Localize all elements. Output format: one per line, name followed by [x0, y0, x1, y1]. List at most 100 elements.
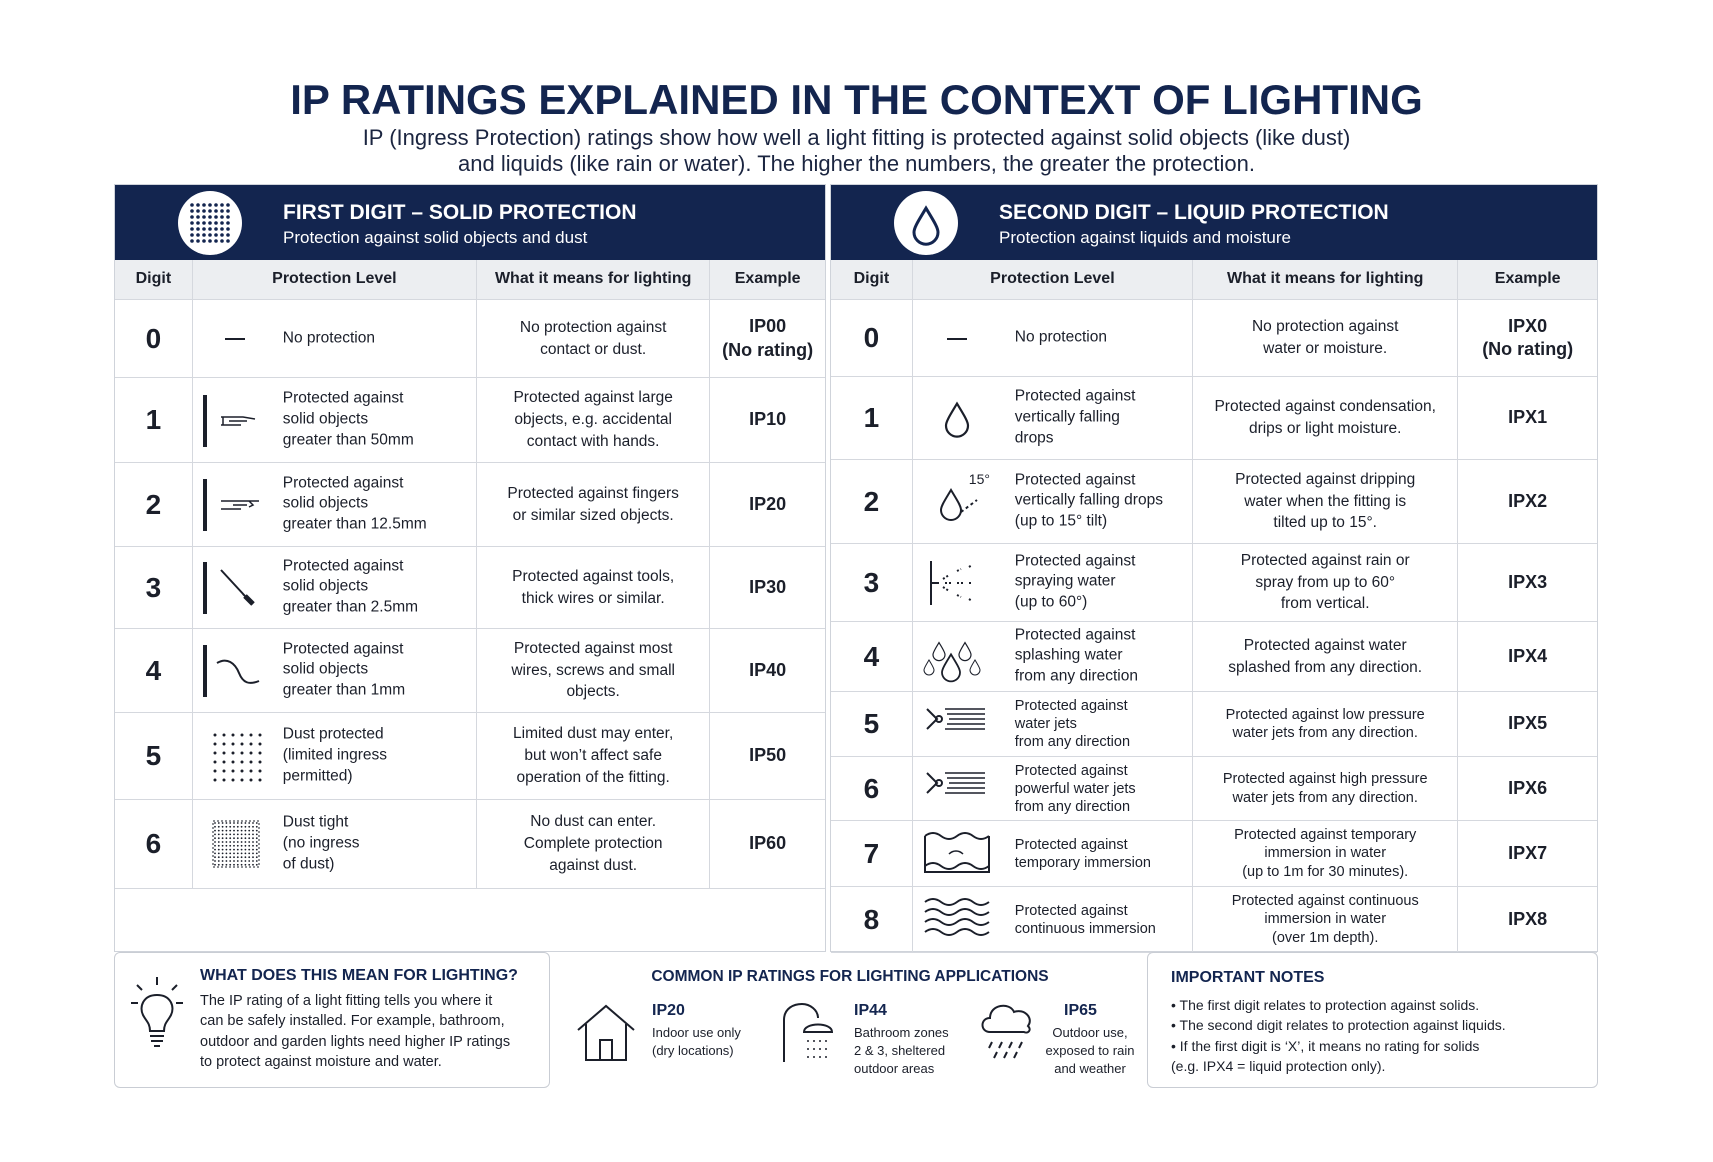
protection-level: No protection [282, 329, 375, 347]
box-title: WHAT DOES THIS MEAN FOR LIGHTING? [200, 967, 518, 984]
meaning: Protected against water splashed from an… [1193, 622, 1459, 691]
protection-cell: Dust protected (limited ingress permitte… [193, 713, 477, 799]
column-header-row: Digit Protection Level What it means for l… [831, 260, 1597, 300]
table-row: 3 Protected against spraying water (up to… [831, 544, 1597, 622]
protection-cell: Protected against water jets from any di… [913, 692, 1194, 756]
digit: 5 [831, 692, 913, 756]
digit: 4 [831, 622, 913, 691]
column-header: Protection Level [192, 260, 477, 299]
digit: 2 [115, 463, 193, 546]
icon [212, 820, 260, 867]
digit: 0 [831, 300, 913, 376]
protection-level: Protected against solid objects greater … [282, 474, 427, 533]
rain-icon [981, 1004, 1031, 1059]
meaning: Protected against temporary immersion in… [1193, 821, 1459, 886]
meaning: Protected against rain or spray from up … [1193, 544, 1459, 621]
icon [926, 772, 985, 794]
icon [202, 394, 255, 447]
row-icon [921, 627, 993, 694]
icon [946, 337, 967, 340]
digit: 8 [831, 887, 913, 952]
example: IPX2 [1508, 490, 1548, 511]
table-row: 1 Protected against solid objects greater… [115, 378, 825, 463]
example: IP20 [749, 493, 787, 514]
digit: 6 [115, 800, 193, 888]
protection-level: Protected against water jets from any di… [1014, 697, 1131, 751]
row-icon [921, 553, 993, 620]
panel-title: SECOND DIGIT – LIQUID PROTECTION [999, 201, 1389, 224]
table-row: 6 Protected against powerful water jets f… [831, 757, 1597, 821]
notes: • The first digit relates to protection … [1171, 995, 1506, 1076]
icon [926, 707, 985, 730]
row-icon [921, 759, 993, 826]
digit: 0 [115, 300, 193, 377]
panel-subtitle: Protection against solid objects and dus… [283, 228, 588, 247]
table-row: 5 Dust protected (limited ingress permitt… [115, 713, 825, 800]
digit: 4 [115, 629, 193, 712]
lighting-box: WHAT DOES THIS MEAN FOR LIGHTING? The IP… [114, 952, 550, 1088]
icon [939, 488, 978, 521]
panel-header: FIRST DIGIT – SOLID PROTECTION Protection… [115, 185, 825, 260]
protection-cell: Protected against continuous immersion [913, 887, 1194, 952]
subtitle: and liquids (like rain or water). The hi… [458, 151, 1255, 176]
row-icon [175, 188, 245, 263]
house-icon [577, 1004, 635, 1061]
digit: 7 [831, 821, 913, 886]
column-header-row: Digit Protection Level What it means for l… [115, 260, 825, 300]
table-row: 6 Dust tight (no ingress of dust) No dust … [115, 800, 825, 889]
table-row: 0 No protection No protection against wate… [831, 300, 1597, 377]
panel: SECOND DIGIT – LIQUID PROTECTION Protecti… [830, 184, 1598, 953]
meaning: Protected against most wires, screws and… [477, 629, 711, 712]
meaning: No protection against water or moisture. [1193, 300, 1459, 376]
protection-cell: 15° Protected against vertically falling … [913, 460, 1194, 543]
meaning: Protected against fingers or similar siz… [477, 463, 711, 546]
row-icon [891, 188, 961, 263]
table-row: 4 Protected against splashing water from … [831, 622, 1597, 692]
protection-level: Protected against splashing water from a… [1014, 626, 1138, 685]
table-row: 2 15° Protected against vertically falling… [831, 460, 1597, 544]
digit: 6 [831, 757, 913, 820]
row-icon [921, 824, 993, 891]
icon [202, 645, 260, 697]
protection-cell: Protected against splashing water from a… [913, 622, 1194, 694]
example: IP00 (No rating) [722, 316, 814, 360]
meaning: Protected against high pressure water je… [1193, 757, 1459, 820]
meaning: Protected against condensation, drips or… [1193, 377, 1459, 459]
code: IP20 [652, 1002, 685, 1019]
table-row: 3 Protected against solid objects greater… [115, 547, 825, 629]
protection-level: Protected against solid objects greater … [282, 389, 414, 449]
box-title: IMPORTANT NOTES [1171, 969, 1325, 986]
icon [923, 832, 990, 873]
protection-cell: Protected against vertically falling dro… [913, 377, 1194, 459]
example: IPX1 [1508, 407, 1548, 428]
meaning: Limited dust may enter, but won’t affect… [477, 713, 711, 799]
table-row: 7 Protected against temporary immersion Pr… [831, 821, 1597, 887]
protection-cell: No protection [193, 300, 477, 377]
note: • The first digit relates to protection … [1171, 997, 1480, 1013]
column-header: What it means for lighting [476, 260, 711, 299]
desc: Indoor use only (dry locations) [652, 1025, 741, 1059]
panel: FIRST DIGIT – SOLID PROTECTION Protection… [114, 184, 826, 952]
row-icon [199, 815, 271, 882]
panel-header: SECOND DIGIT – LIQUID PROTECTION Protecti… [831, 185, 1597, 260]
protection-level: Protected against vertically falling dro… [1014, 471, 1163, 530]
digit: 2 [831, 460, 913, 543]
icon-label: 15° [968, 471, 990, 487]
example: IP30 [749, 576, 787, 597]
icon [944, 400, 969, 438]
protection-cell: No protection [913, 300, 1194, 376]
code: IP44 [854, 1002, 887, 1019]
example: IPX0 (No rating) [1482, 315, 1574, 359]
protection-level: Protected against powerful water jets fr… [1014, 762, 1136, 815]
protection-level: Protected against solid objects greater … [282, 557, 419, 616]
protection-cell: Protected against solid objects greater … [193, 463, 477, 546]
panel-subtitle: Protection against liquids and moisture [999, 228, 1291, 247]
icon [178, 191, 242, 255]
protection-level: Dust tight (no ingress of dust) [282, 813, 360, 873]
row-icon [199, 309, 271, 376]
column-header: Digit [115, 260, 193, 299]
box-title: COMMON IP RATINGS FOR LIGHTING APPLICATI… [651, 968, 1049, 985]
meaning: No protection against contact or dust. [477, 300, 711, 377]
icon [202, 562, 255, 614]
example: IPX5 [1508, 713, 1548, 734]
